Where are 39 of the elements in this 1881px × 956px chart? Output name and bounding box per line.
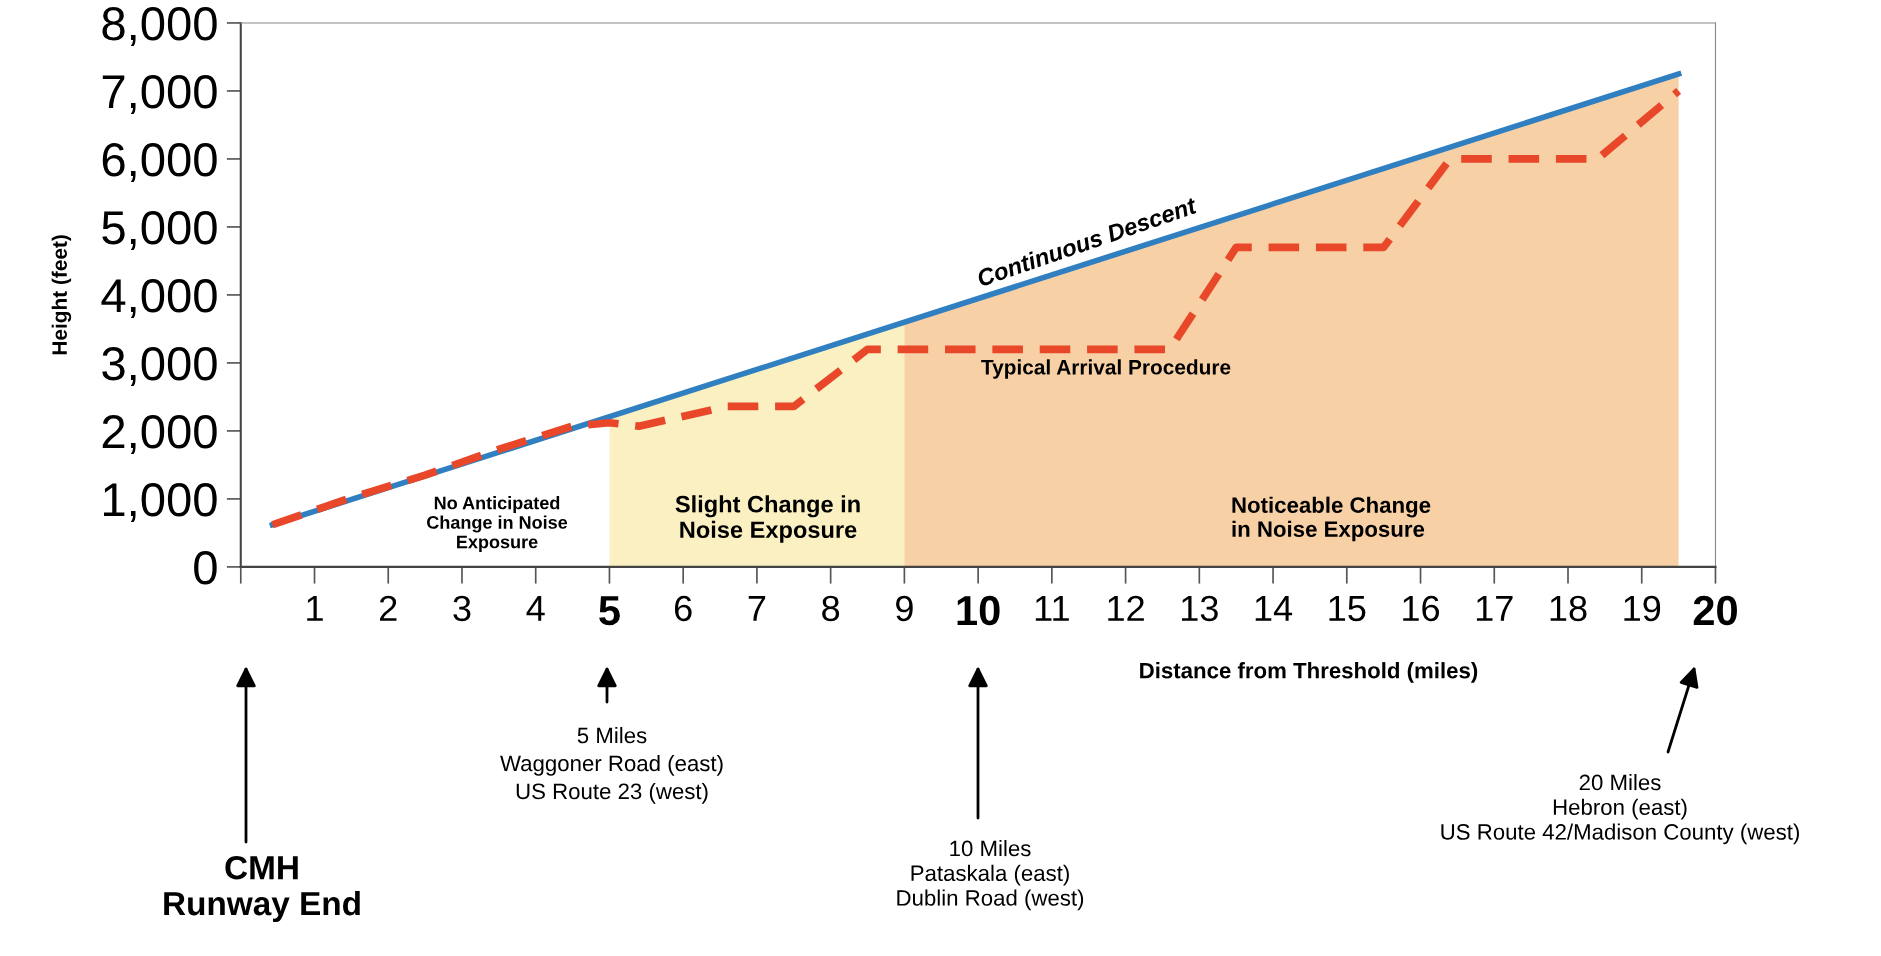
x-tick-label: 13 — [1182, 595, 1218, 622]
x-axis-title: Distance from Threshold (miles) — [1140, 662, 1478, 683]
x-tick-label: 14 — [1255, 596, 1293, 621]
y-tick-label: 3,000 — [102, 347, 217, 387]
x-tick-label: 20 — [1693, 595, 1737, 626]
x-tick-label: 19 — [1624, 595, 1661, 622]
y-tick-label: 8,000 — [102, 7, 217, 47]
text: CMH Runway End — [164, 855, 360, 922]
x-tick-label: 10 — [957, 595, 1000, 626]
annotation: Slight Change in Noise Exposure — [675, 495, 860, 543]
x-tick-label: 18 — [1550, 595, 1587, 622]
x-tick-label: 8 — [822, 595, 840, 622]
annotation: No Anticipated Change in Noise Exposure — [427, 496, 568, 552]
x-tick-label: 3 — [453, 595, 471, 622]
x-tick-label: 7 — [748, 596, 766, 621]
y-tick-label: 7,000 — [102, 75, 217, 115]
annotation: Noticeable Change in Noise Exposure — [1232, 496, 1431, 542]
y-tick-label: 6,000 — [102, 143, 217, 183]
x-tick-label: 15 — [1329, 596, 1366, 622]
text: 20 Miles Hebron (east) US Route 42/Madison County (west) — [1441, 774, 1799, 845]
x-tick-label: 12 — [1108, 595, 1144, 621]
x-tick-label: 16 — [1403, 595, 1440, 622]
text: 10 Miles Pataskala (east) Dublin Road (west) — [897, 840, 1084, 911]
x-tick-label: 5 — [599, 596, 620, 626]
x-tick-label: 9 — [896, 595, 913, 622]
y-tick-label: 2,000 — [102, 415, 217, 455]
y-axis-title: Height (feet) — [51, 235, 72, 355]
x-tick-label: 11 — [1035, 596, 1069, 621]
x-tick-label: 6 — [674, 595, 692, 622]
annotation: Typical Arrival Procedure — [981, 359, 1231, 379]
y-tick-label: 5,000 — [102, 211, 217, 251]
y-tick-label: 4,000 — [101, 279, 217, 319]
x-tick-label: 2 — [380, 595, 397, 621]
text: 5 Miles Waggoner Road (east) US Route 23 (west) — [500, 727, 723, 804]
x-tick-label: 17 — [1476, 596, 1513, 621]
x-tick-label: 1 — [307, 596, 323, 621]
x-tick-label: 4 — [526, 596, 545, 621]
y-tick-label: 0 — [194, 551, 217, 585]
y-tick-label: 1,000 — [103, 483, 217, 523]
